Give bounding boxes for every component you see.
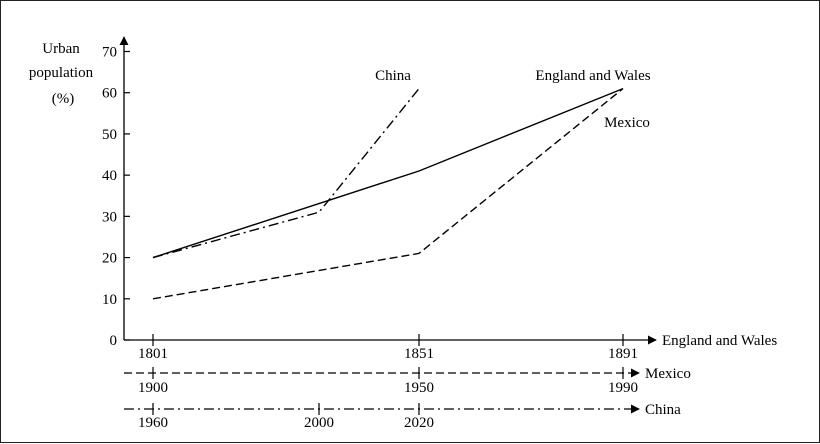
y-tick-label: 10 [102, 292, 117, 308]
y-axis-label-line-3: (%) [52, 91, 75, 107]
y-tick-label: 60 [102, 86, 117, 102]
x-tick-label: 1801 [138, 346, 168, 362]
y-axis: 0 10 20 30 40 50 60 70 [102, 36, 130, 349]
x-tick-label: 2020 [404, 415, 434, 431]
y-tick-label: 30 [102, 209, 117, 225]
y-axis-label-line-2: population [29, 65, 94, 81]
series-label-china: China [375, 68, 411, 84]
x-axis-name: England and Wales [662, 333, 777, 349]
series-line-england-and-wales [152, 87, 624, 259]
x-axis-name: China [645, 402, 681, 418]
x-axes: England and Wales 1801 1851 1891 Mexico 1900 1… [124, 333, 777, 431]
y-tick-label: 40 [102, 168, 117, 184]
x-tick-label: 1891 [608, 346, 638, 362]
series-line-mexico [152, 88, 624, 300]
x-tick-label: 1960 [138, 415, 168, 431]
series-lines [152, 87, 624, 300]
x-tick-label: 1950 [404, 380, 434, 396]
x-tick-label: 1990 [608, 380, 638, 396]
x-tick-label: 1900 [138, 380, 168, 396]
y-tick-label: 70 [102, 45, 117, 61]
x-tick-label: 1851 [404, 346, 434, 362]
series-label-england-and-wales: England and Wales [535, 68, 650, 84]
y-tick-label: 20 [102, 251, 117, 267]
y-axis-label-line-1: Urban [42, 41, 80, 57]
series-line-china [152, 88, 420, 259]
series-label-mexico: Mexico [604, 115, 650, 131]
y-tick-label: 0 [110, 333, 118, 349]
x-tick-label: 2000 [304, 415, 334, 431]
x-axis-name: Mexico [645, 366, 691, 382]
y-tick-label: 50 [102, 127, 117, 143]
